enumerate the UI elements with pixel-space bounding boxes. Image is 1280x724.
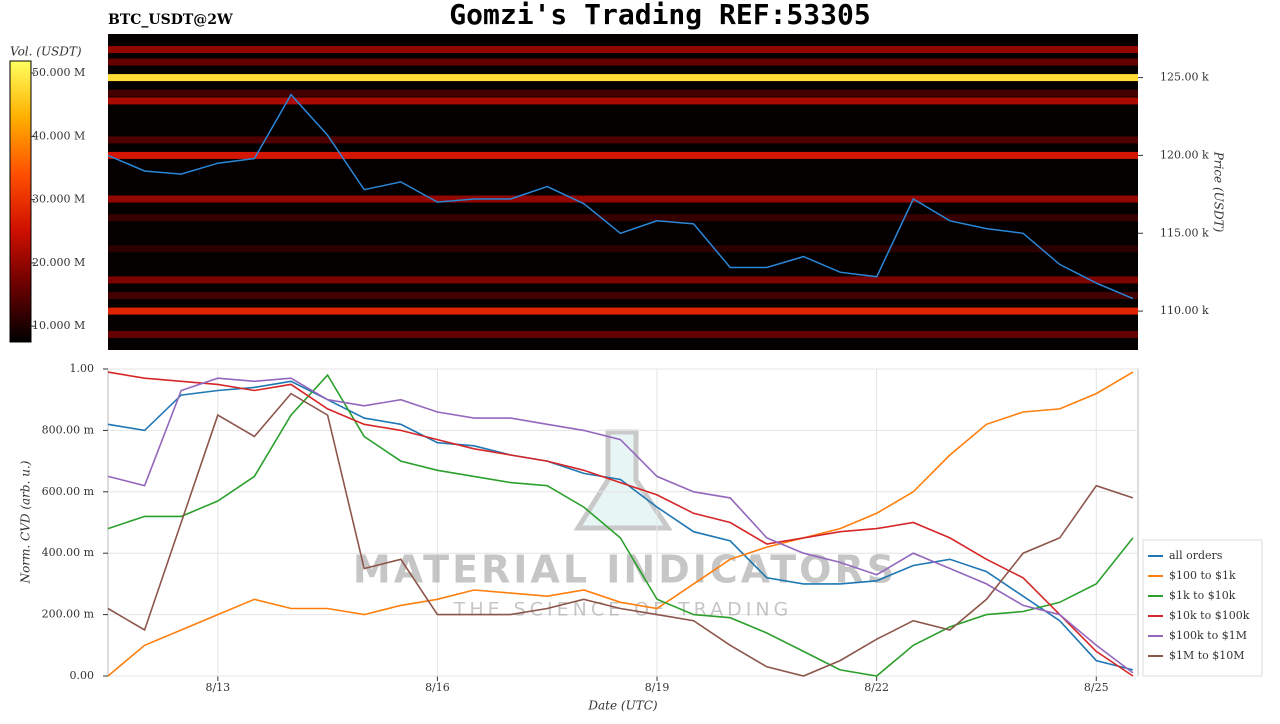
heatmap-band [108, 214, 1138, 222]
series-line [107, 371, 1134, 677]
series-line [107, 377, 1134, 674]
heatmap-band [108, 307, 1138, 315]
watermark-logo [573, 429, 673, 531]
heatmap-band [108, 276, 1138, 284]
chart-subtitle: BTC_USDT@2W [108, 12, 233, 28]
legend-entry: all orders [1169, 549, 1223, 562]
heatmap-band [108, 245, 1138, 253]
y-tick-label: 125.00 k [1160, 71, 1209, 84]
watermark: MATERIAL INDICATORS [353, 548, 897, 592]
legend-entry: $10k to $100k [1169, 609, 1250, 622]
heatmap-background [108, 34, 1138, 350]
legend-entry: $1M to $10M [1169, 649, 1245, 662]
series-line [107, 380, 1134, 671]
heatmap-band [108, 151, 1138, 159]
heatmap-band [108, 136, 1138, 144]
colorbar-tick-label: 10.000 M [32, 319, 85, 332]
y-tick-label: 600.00 m [42, 485, 95, 498]
y-tick-label: 110.00 k [1160, 304, 1209, 317]
heatmap-band [108, 46, 1138, 54]
x-tick-label: 8/19 [645, 681, 670, 694]
x-axis-label: Date (UTC) [587, 699, 657, 713]
y-tick-label: 0.00 [70, 669, 95, 682]
heatmap-band [108, 74, 1138, 82]
heatmap-band [108, 292, 1138, 300]
heatmap-band [108, 330, 1138, 338]
y-tick-label: 115.00 k [1160, 226, 1209, 239]
x-tick-label: 8/13 [205, 681, 230, 694]
y-axis-label: Price (USDT) [1212, 151, 1226, 233]
colorbar-tick-label: 50.000 M [32, 66, 85, 79]
y-tick-label: 1.00 [70, 362, 95, 375]
series-line [107, 392, 1134, 677]
x-tick-label: 8/22 [864, 681, 889, 694]
y-tick-label: 400.00 m [42, 546, 95, 559]
legend-entry: $1k to $10k [1169, 589, 1236, 602]
x-tick-label: 8/16 [425, 681, 450, 694]
heatmap-band [108, 195, 1138, 203]
price-line [107, 93, 1134, 300]
x-tick-label: 8/25 [1084, 681, 1109, 694]
heatmap-band [108, 58, 1138, 66]
plot-area [107, 368, 1139, 677]
legend-entry: $100 to $1k [1169, 569, 1236, 582]
colorbar-tick-label: 30.000 M [32, 193, 85, 206]
colorbar-tick-label: 20.000 M [32, 256, 85, 269]
colorbar-tick-label: 40.000 M [32, 129, 85, 142]
legend-entry: $100k to $1M [1169, 629, 1247, 642]
heatmap-band [108, 89, 1138, 97]
colorbar-label: Vol. (USDT) [10, 45, 82, 59]
y-axis-label: Norm. CVD (arb. u.) [19, 460, 33, 584]
series-line [107, 371, 1134, 677]
y-tick-label: 200.00 m [42, 608, 95, 621]
colorbar [9, 60, 32, 343]
series-line [107, 373, 1134, 677]
chart-title: Gomzi's Trading REF:53305 [449, 0, 870, 31]
heatmap-band [108, 97, 1138, 105]
y-tick-label: 120.00 k [1160, 148, 1209, 161]
legend-box [1142, 539, 1263, 677]
y-tick-label: 800.00 m [42, 423, 95, 436]
